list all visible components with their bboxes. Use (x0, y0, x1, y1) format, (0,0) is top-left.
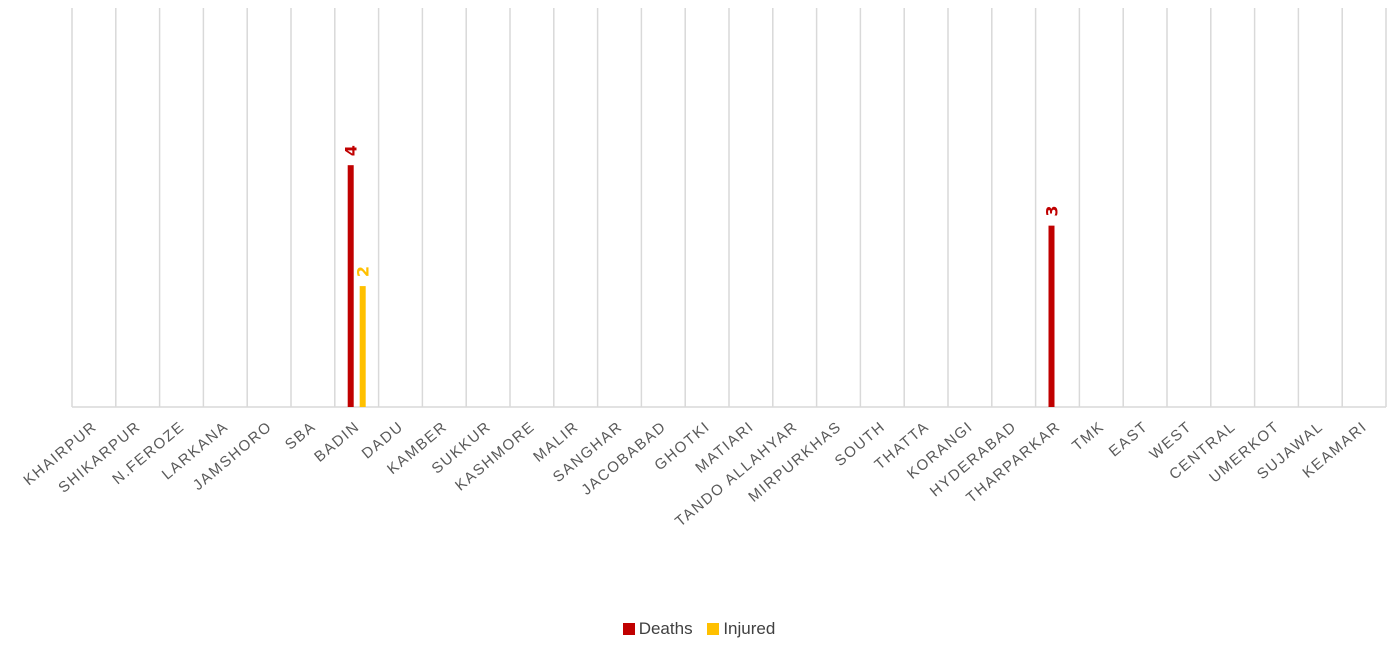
bar-deaths (347, 165, 354, 407)
x-tick-label: JAMSHORO (190, 418, 276, 494)
x-tick-label: BADIN (311, 418, 363, 466)
data-label: 4 (342, 145, 361, 156)
legend-item-deaths: Deaths (622, 619, 693, 639)
bar-deaths (1048, 225, 1055, 407)
x-tick-label: EAST (1106, 418, 1152, 460)
legend-label-deaths: Deaths (638, 619, 693, 638)
data-label: 2 (354, 266, 373, 277)
data-label: 3 (1043, 205, 1062, 216)
legend-swatch-deaths (622, 623, 635, 635)
x-tick-label: KASHMORE (452, 418, 539, 494)
chart-legend: Deaths Injured (0, 619, 1398, 640)
bar-injured (359, 286, 366, 407)
legend-label-injured: Injured (723, 619, 776, 638)
legend-item-injured: Injured (707, 619, 775, 639)
x-tick-label: TMK (1069, 418, 1108, 454)
chart-plot: KHAIRPURSHIKARPURN.FEROZELARKANAJAMSHORO… (20, 8, 1387, 530)
legend-swatch-injured (707, 623, 720, 635)
x-tick-label: SBA (282, 418, 320, 453)
